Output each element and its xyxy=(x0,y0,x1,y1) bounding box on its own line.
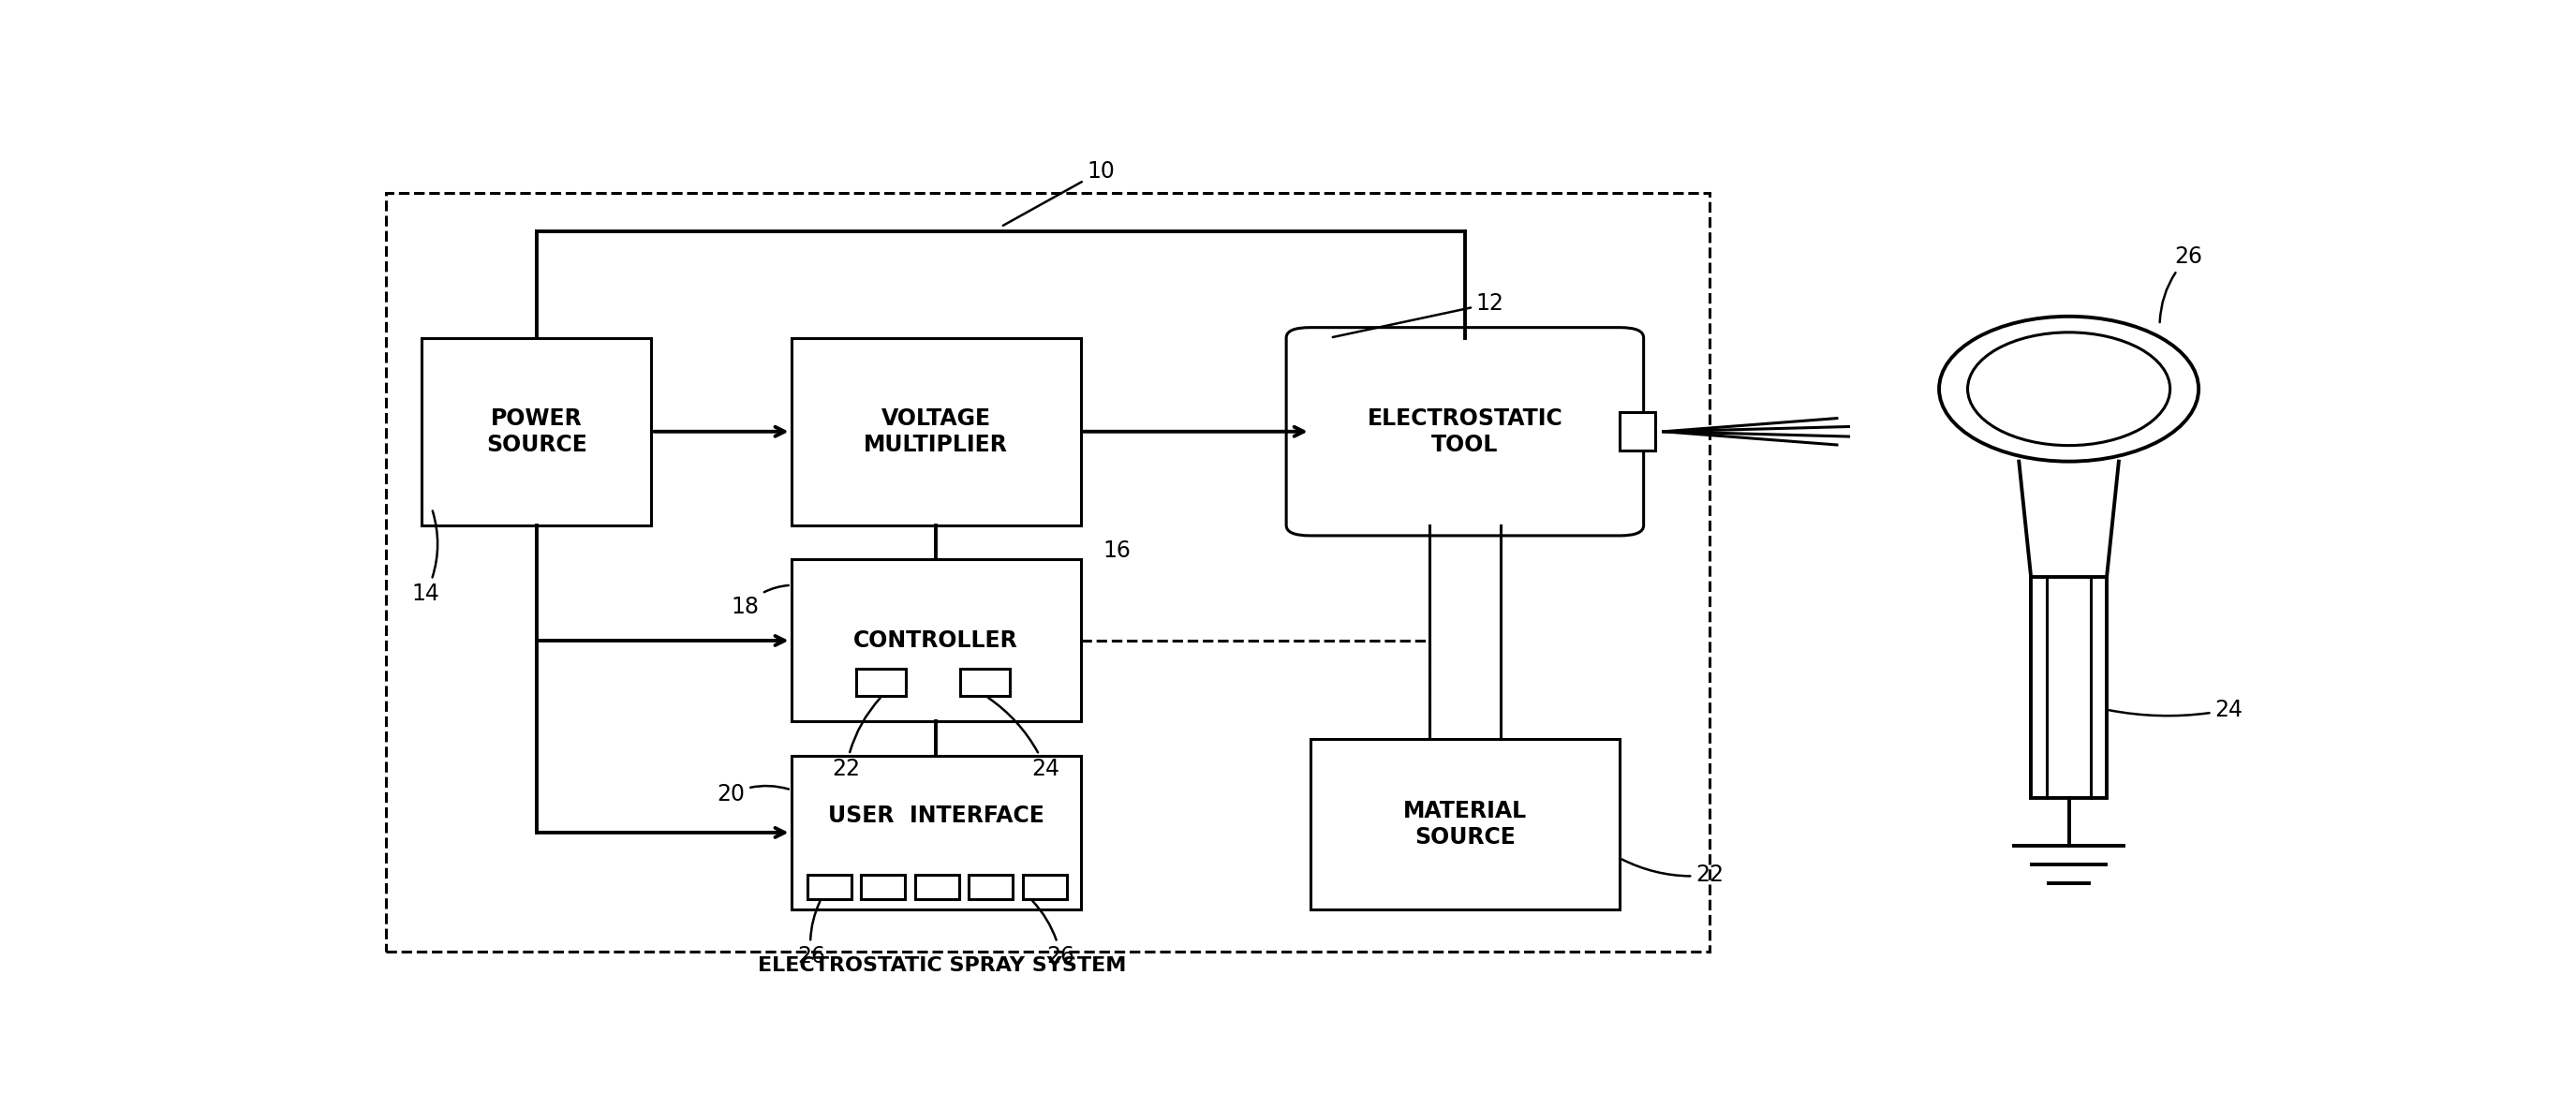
Bar xyxy=(791,756,1082,910)
Bar xyxy=(806,875,850,899)
Text: VOLTAGE
MULTIPLIER: VOLTAGE MULTIPLIER xyxy=(863,408,1007,455)
FancyBboxPatch shape xyxy=(1285,328,1643,535)
Text: 26: 26 xyxy=(796,902,824,967)
Bar xyxy=(969,875,1012,899)
Text: USER  INTERFACE: USER INTERFACE xyxy=(827,804,1043,827)
Text: 18: 18 xyxy=(732,585,788,617)
Bar xyxy=(791,338,1082,525)
Text: 14: 14 xyxy=(412,511,440,605)
Text: 24: 24 xyxy=(2110,698,2244,721)
Bar xyxy=(961,669,1010,696)
Text: ELECTROSTATIC SPRAY SYSTEM: ELECTROSTATIC SPRAY SYSTEM xyxy=(757,956,1126,975)
Ellipse shape xyxy=(1968,332,2169,445)
Text: 26: 26 xyxy=(2159,246,2202,322)
Text: 22: 22 xyxy=(1623,860,1723,886)
Bar xyxy=(386,193,1710,952)
Bar xyxy=(1023,875,1066,899)
Text: 26: 26 xyxy=(1033,901,1074,967)
Text: 10: 10 xyxy=(1002,161,1115,226)
Text: CONTROLLER: CONTROLLER xyxy=(853,629,1018,652)
Text: 24: 24 xyxy=(989,698,1059,780)
Text: 22: 22 xyxy=(832,698,881,780)
Text: 20: 20 xyxy=(716,783,788,806)
Text: MATERIAL
SOURCE: MATERIAL SOURCE xyxy=(1404,800,1528,849)
Bar xyxy=(422,338,652,525)
Bar xyxy=(1620,412,1656,451)
Bar xyxy=(914,875,958,899)
Bar xyxy=(2030,576,2107,799)
Text: ELECTROSTATIC
TOOL: ELECTROSTATIC TOOL xyxy=(1368,408,1564,455)
Bar xyxy=(860,875,904,899)
Text: POWER
SOURCE: POWER SOURCE xyxy=(487,408,587,455)
Bar xyxy=(1311,739,1620,910)
Bar xyxy=(791,560,1082,721)
Bar xyxy=(855,669,907,696)
Ellipse shape xyxy=(1940,317,2197,461)
Text: 16: 16 xyxy=(1103,540,1131,562)
Text: 12: 12 xyxy=(1332,293,1504,337)
